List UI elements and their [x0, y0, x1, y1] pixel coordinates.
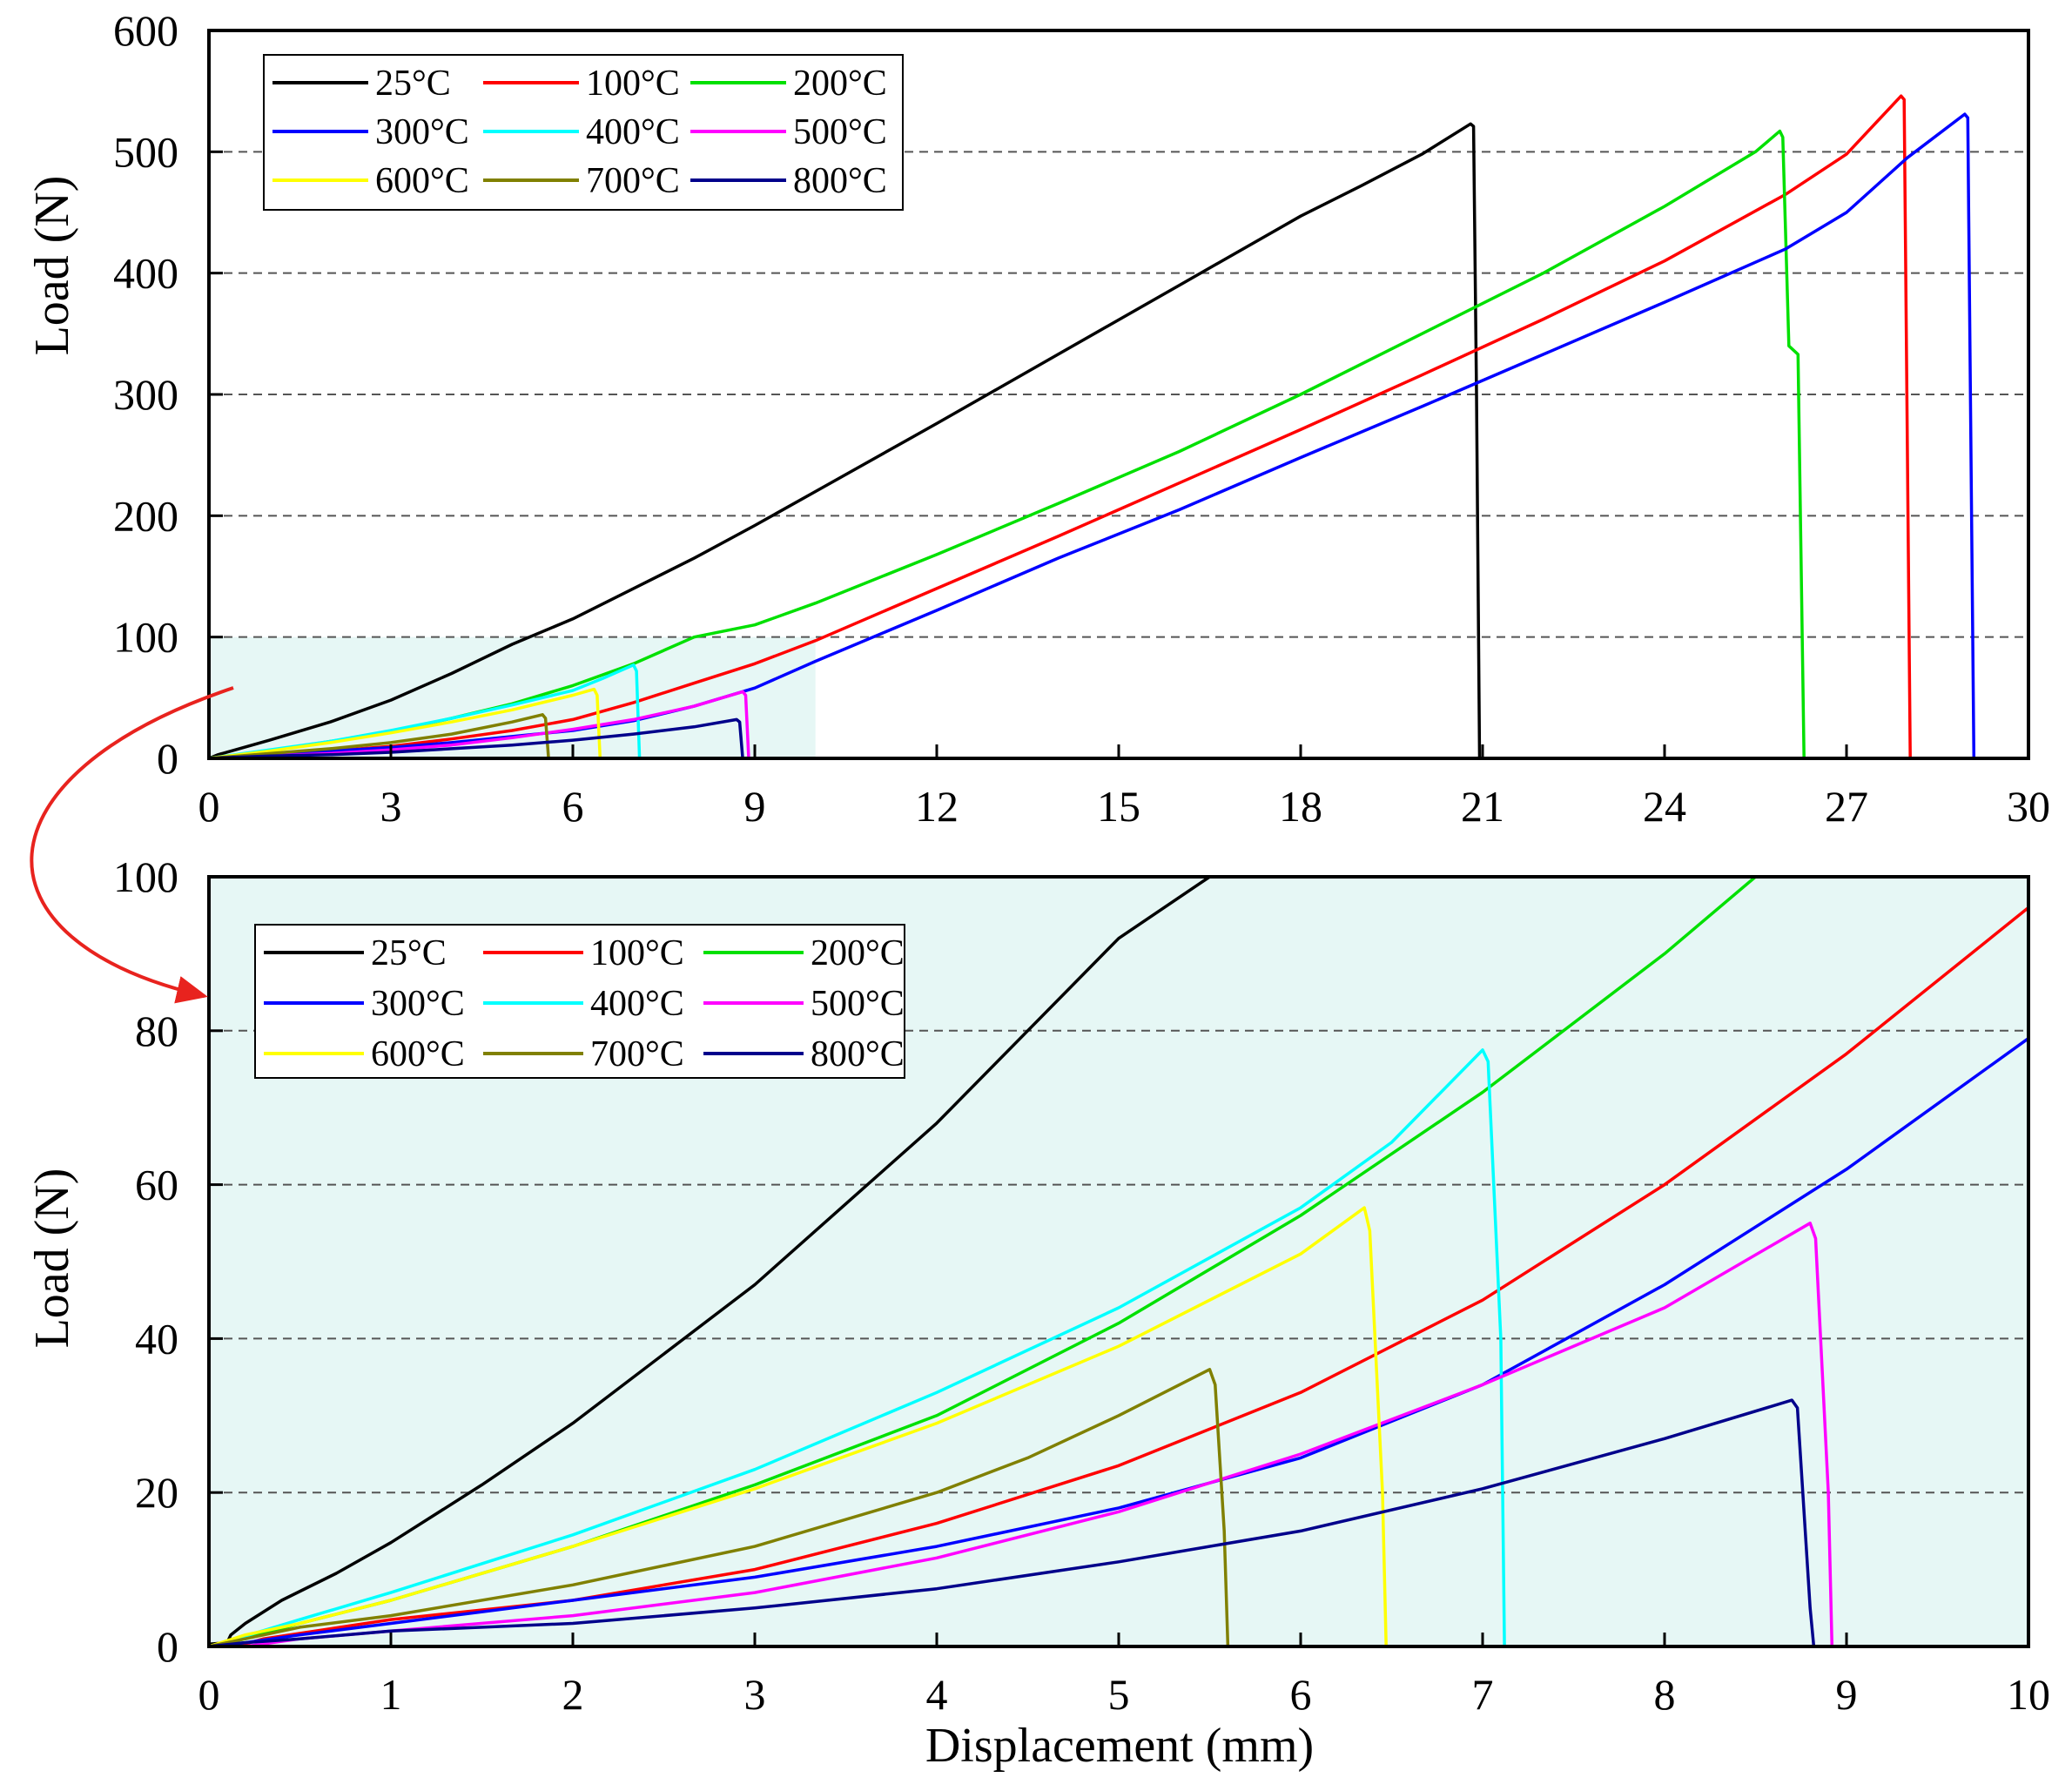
bottom-series-group	[209, 877, 2028, 1646]
legend-item: 25°C	[272, 64, 451, 104]
legend-label: 600°C	[375, 161, 469, 201]
x-tick-label: 24	[1643, 782, 1686, 831]
series-line-700c	[209, 713, 550, 758]
x-tick-label: 27	[1825, 782, 1868, 831]
x-tick-label: 1	[380, 1670, 402, 1719]
x-tick-label: 6	[562, 782, 584, 831]
top-grid	[209, 151, 2028, 638]
legend-label: 100°C	[586, 64, 680, 104]
legend-label: 25°C	[375, 64, 451, 104]
series-line-100c	[209, 94, 1912, 758]
legend-item: 600°C	[264, 1034, 465, 1074]
x-tick-label: 30	[2007, 782, 2050, 831]
x-tick-label: 9	[744, 782, 766, 831]
series-line-300c	[209, 1037, 2028, 1646]
x-tick-label: 18	[1279, 782, 1322, 831]
zoom-arrow	[30, 686, 234, 1004]
legend-label: 800°C	[811, 1034, 905, 1074]
x-tick-label: 0	[198, 782, 220, 831]
y-tick-label: 300	[113, 370, 178, 419]
legend-item: 700°C	[483, 1034, 684, 1074]
bottom-y-axis-title: Load (N)	[25, 1168, 79, 1349]
legend-item: 400°C	[483, 984, 684, 1024]
x-tick-label: 12	[915, 782, 959, 831]
legend-item: 500°C	[690, 112, 887, 152]
x-tick-label: 10	[2007, 1670, 2050, 1719]
x-tick-label: 0	[198, 1670, 220, 1719]
legend-label: 200°C	[793, 64, 887, 104]
legend-label: 800°C	[793, 161, 887, 201]
series-line-300c	[209, 112, 1976, 758]
legend-label: 300°C	[375, 112, 469, 152]
x-tick-label: 3	[744, 1670, 766, 1719]
legend-item: 300°C	[264, 984, 465, 1024]
series-line-400c	[209, 1048, 1506, 1646]
legend-item: 200°C	[703, 933, 905, 973]
legend-label: 400°C	[586, 112, 680, 152]
top-series-group	[209, 94, 1976, 758]
legend-box	[263, 54, 904, 211]
y-tick-label: 100	[113, 852, 178, 901]
x-tick-label: 7	[1472, 1670, 1494, 1719]
legend-item: 800°C	[690, 161, 887, 201]
x-tick-label: 5	[1108, 1670, 1130, 1719]
legend-item: 400°C	[483, 112, 680, 152]
legend-label: 400°C	[590, 984, 684, 1024]
legend-item: 300°C	[272, 112, 469, 152]
y-tick-label: 20	[135, 1468, 178, 1517]
x-tick-label: 3	[380, 782, 402, 831]
series-line-800c	[209, 717, 744, 758]
y-tick-label: 60	[135, 1161, 178, 1209]
bottom-legend: 25°C 100°C 200°C 300°C 400°C 500°C 600°C 700°C 8…	[254, 924, 905, 1079]
y-tick-label: 100	[113, 613, 178, 662]
legend-item: 600°C	[272, 161, 469, 201]
legend-label: 700°C	[586, 161, 680, 201]
legend-label: 600°C	[371, 1034, 465, 1074]
series-line-800c	[209, 1398, 1816, 1646]
top-legend: 25°C 100°C 200°C 300°C 400°C 500°C 600°C 700°C 8…	[263, 54, 904, 211]
legend-label: 700°C	[590, 1034, 684, 1074]
legend-item: 200°C	[690, 64, 887, 104]
legend-item: 25°C	[264, 933, 447, 973]
x-tick-label: 21	[1461, 782, 1504, 831]
y-tick-label: 0	[157, 1622, 178, 1671]
y-tick-label: 600	[113, 6, 178, 55]
legend-item: 100°C	[483, 64, 680, 104]
y-tick-label: 40	[135, 1314, 178, 1363]
x-tick-label: 15	[1097, 782, 1140, 831]
x-tick-label: 4	[926, 1670, 948, 1719]
y-tick-label: 400	[113, 249, 178, 298]
series-line-600c	[209, 1206, 1388, 1646]
top-y-axis-title: Load (N)	[25, 176, 79, 356]
legend-label: 25°C	[371, 933, 447, 973]
legend-label: 500°C	[793, 112, 887, 152]
legend-item: 800°C	[703, 1034, 905, 1074]
legend-label: 100°C	[590, 933, 684, 973]
legend-item: 500°C	[703, 984, 905, 1024]
bottom-x-axis-title: Displacement (mm)	[925, 1719, 1314, 1773]
x-tick-label: 6	[1290, 1670, 1312, 1719]
x-tick-label: 2	[562, 1670, 584, 1719]
x-tick-label: 8	[1654, 1670, 1676, 1719]
series-line-600c	[209, 687, 602, 758]
legend-label: 500°C	[811, 984, 905, 1024]
legend-label: 200°C	[811, 933, 905, 973]
y-tick-label: 200	[113, 491, 178, 540]
y-tick-label: 0	[157, 734, 178, 783]
legend-label: 300°C	[371, 984, 465, 1024]
series-line-25c	[209, 877, 1211, 1646]
y-tick-label: 500	[113, 127, 178, 176]
x-tick-label: 9	[1836, 1670, 1858, 1719]
legend-item: 100°C	[483, 933, 684, 973]
series-line-700c	[209, 1368, 1230, 1646]
y-tick-label: 80	[135, 1007, 178, 1055]
series-line-25c	[209, 122, 1482, 758]
legend-item: 700°C	[483, 161, 680, 201]
